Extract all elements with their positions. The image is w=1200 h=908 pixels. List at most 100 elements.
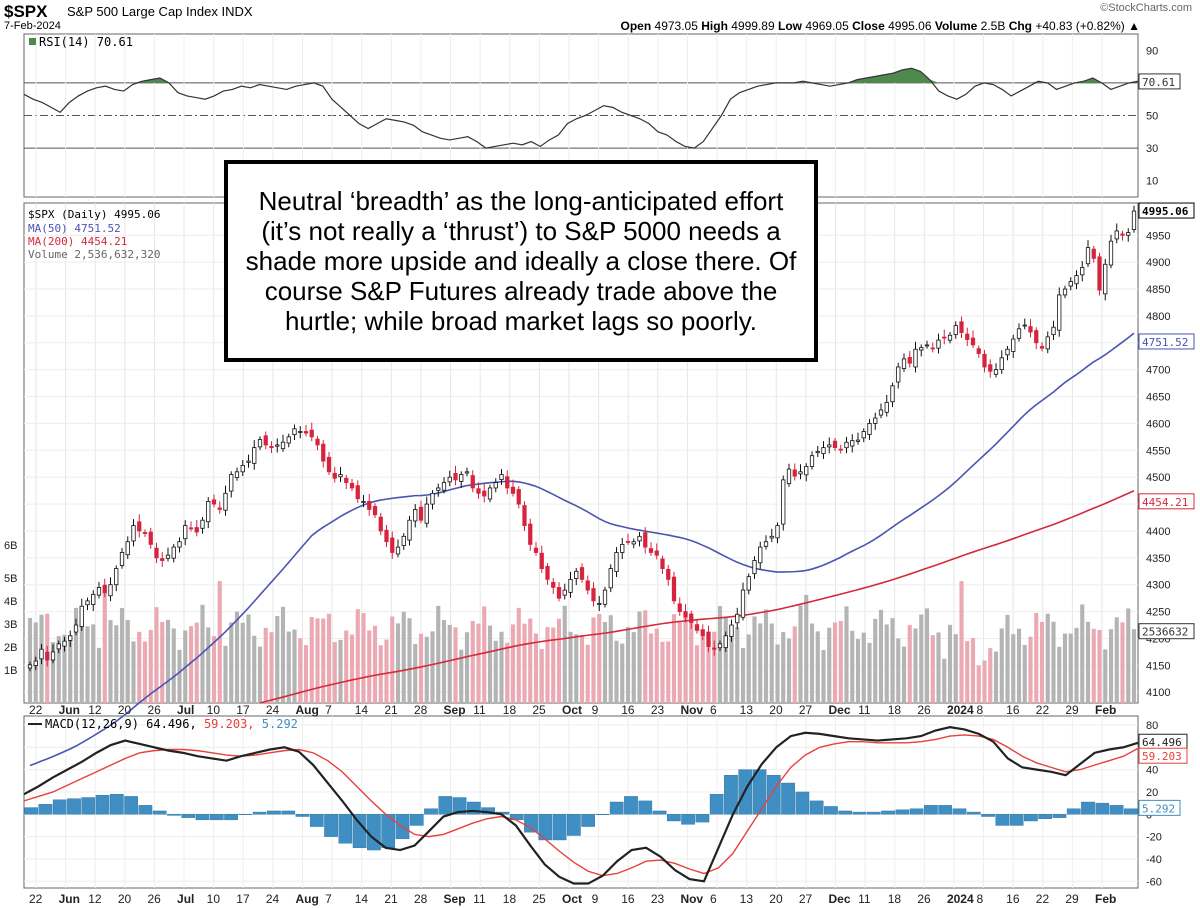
rsi-legend-text: RSI(14) 70.61 bbox=[39, 35, 133, 49]
volume-bar bbox=[850, 630, 855, 703]
price-x-tick: 2024 bbox=[947, 703, 974, 717]
volume-bar bbox=[91, 624, 96, 703]
volume-bar bbox=[85, 626, 90, 703]
volume-bar bbox=[62, 634, 67, 703]
volume-bar bbox=[579, 635, 585, 703]
candle-body bbox=[407, 519, 412, 541]
candle-body bbox=[643, 532, 648, 548]
macd-hist-bar bbox=[881, 810, 895, 815]
volume-bar bbox=[464, 632, 470, 703]
price-x-tick: 16 bbox=[1006, 703, 1020, 717]
candle-body bbox=[217, 507, 222, 510]
volume-bar bbox=[717, 606, 723, 703]
macd-x-tick: 24 bbox=[266, 892, 280, 906]
volume-bar bbox=[786, 638, 792, 703]
candle-body bbox=[539, 552, 544, 569]
candle-body bbox=[45, 651, 50, 661]
index-name: S&P 500 Large Cap Index bbox=[67, 4, 218, 19]
candle-body bbox=[947, 334, 953, 341]
macd-x-tick: 13 bbox=[740, 892, 754, 906]
ma200-tag: 4454.21 bbox=[1142, 496, 1188, 509]
volume-bar bbox=[79, 616, 84, 703]
macd-hist-bar bbox=[452, 797, 467, 815]
volume-bar bbox=[873, 618, 878, 703]
macd-hist-bar bbox=[1095, 802, 1110, 815]
volume-bar bbox=[194, 622, 199, 703]
macd-hist-bar bbox=[252, 811, 267, 815]
candle-body bbox=[930, 347, 935, 350]
rsi-overbought-fill bbox=[132, 68, 1138, 83]
volume-bar bbox=[275, 616, 280, 703]
volume-bar bbox=[993, 651, 999, 703]
price-x-tick: Sep bbox=[444, 703, 466, 717]
volume-bar bbox=[643, 610, 648, 703]
low-label: Low bbox=[778, 19, 803, 33]
candle-body bbox=[280, 441, 286, 450]
candle-body bbox=[798, 471, 803, 475]
volume-bar bbox=[50, 642, 56, 703]
macd-x-tick: 12 bbox=[88, 892, 102, 906]
close-label: Close bbox=[852, 19, 885, 33]
macd-hist-bar bbox=[666, 814, 681, 822]
volume-bar bbox=[229, 622, 234, 703]
volume-bar bbox=[160, 621, 165, 703]
macd-legend-hist: 5.292 bbox=[262, 717, 298, 731]
volume-bar bbox=[1034, 612, 1039, 703]
candle-body bbox=[1016, 328, 1022, 339]
candle-body bbox=[1022, 324, 1027, 327]
candle-body bbox=[602, 589, 608, 605]
volume-label: Volume bbox=[934, 19, 978, 33]
volume-bar bbox=[769, 623, 774, 703]
price-tick-4500: 4500 bbox=[1146, 472, 1170, 484]
macd-hist-bar bbox=[367, 814, 381, 851]
macd-hist-bar bbox=[1009, 814, 1024, 826]
candle-body bbox=[528, 523, 533, 545]
candle-body bbox=[246, 460, 251, 463]
candle-body bbox=[683, 611, 688, 618]
candle-body bbox=[487, 487, 493, 500]
volume-bar bbox=[344, 630, 349, 703]
volume-bar bbox=[792, 626, 797, 703]
volume-bar bbox=[723, 617, 728, 703]
macd-hist-bar bbox=[1066, 808, 1081, 815]
close-value: 4995.06 bbox=[888, 19, 932, 33]
candle-body bbox=[913, 348, 918, 368]
candle-body bbox=[171, 546, 176, 559]
macd-x-tick: 10 bbox=[207, 892, 221, 906]
volume-bar bbox=[942, 658, 947, 703]
candle-body bbox=[482, 490, 487, 497]
macd-x-tick: 16 bbox=[1006, 892, 1020, 906]
volume-bar bbox=[27, 617, 33, 703]
candle-body bbox=[229, 474, 234, 492]
macd-x-tick: Jun bbox=[59, 892, 80, 906]
candle-body bbox=[234, 471, 240, 478]
candle-body bbox=[1131, 210, 1137, 230]
candle-body bbox=[815, 450, 820, 454]
macd-hist-bar bbox=[309, 814, 324, 827]
macd-hist-bar bbox=[809, 800, 824, 815]
rsi-legend: RSI(14) 70.61 bbox=[29, 35, 133, 49]
price-x-tick: Jul bbox=[177, 703, 194, 717]
candle-body bbox=[68, 635, 73, 641]
price-x-tick: 11 bbox=[473, 703, 486, 717]
macd-x-tick: 29 bbox=[1065, 892, 1079, 906]
candle-body bbox=[637, 535, 642, 542]
volume-bar bbox=[355, 609, 360, 703]
source-credit[interactable]: ©StockCharts.com bbox=[1100, 2, 1192, 14]
price-x-tick: Dec bbox=[829, 703, 851, 717]
candle-body bbox=[188, 527, 194, 530]
rsi-tick-30: 30 bbox=[1146, 143, 1158, 155]
price-x-tick: 8 bbox=[977, 703, 984, 717]
candle-body bbox=[1045, 336, 1050, 350]
candle-body bbox=[855, 439, 861, 442]
volume-bar bbox=[165, 619, 171, 703]
macd-tag: 64.496 bbox=[1142, 736, 1182, 749]
macd-hist-bar bbox=[181, 814, 196, 818]
price-tick-4300: 4300 bbox=[1146, 580, 1170, 592]
macd-hist-bar bbox=[524, 814, 538, 833]
macd-x-tick: Dec bbox=[829, 892, 851, 906]
volume-bar bbox=[510, 624, 516, 703]
volume-bar bbox=[1062, 633, 1068, 703]
candle-body bbox=[315, 438, 320, 446]
candle-body bbox=[660, 558, 665, 569]
